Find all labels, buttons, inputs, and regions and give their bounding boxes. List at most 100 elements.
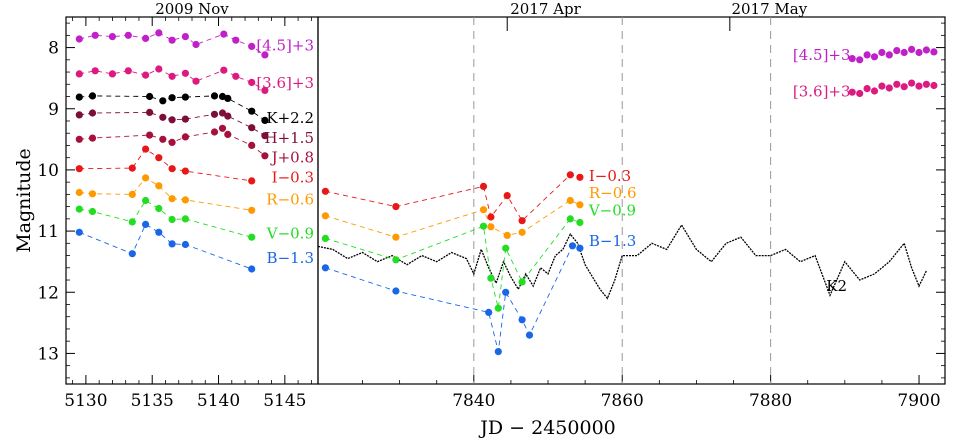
right-series-5-point: [885, 84, 893, 92]
right-series-1-point: [566, 196, 574, 205]
left-series-1-point: [142, 71, 150, 79]
left-series-4-point: [224, 130, 232, 138]
right-series-1-line: [325, 199, 581, 238]
right-series-label: V−0.9: [588, 201, 636, 219]
left-series-7-point: [128, 218, 136, 226]
left-series-6-point: [75, 188, 83, 197]
left-series-2-point: [146, 92, 154, 101]
left-series-3-point: [75, 111, 83, 119]
right-series-4-point: [930, 48, 938, 56]
left-series-0-point: [220, 30, 228, 38]
left-series-0-point: [168, 36, 176, 44]
left-series-2-point: [88, 92, 97, 100]
right-series-4-point: [922, 46, 931, 54]
left-series-label: I−0.3: [272, 168, 314, 186]
left-series-2-point: [159, 97, 167, 105]
left-series-5-point: [142, 145, 150, 153]
x-tick-label-left: 5145: [263, 391, 306, 411]
left-series-4-point: [159, 135, 167, 143]
right-series-5-point: [870, 87, 879, 95]
left-series-label: [4.5]+3: [256, 37, 314, 55]
left-series-5-point: [181, 167, 189, 175]
right-series-4-point: [856, 56, 864, 64]
right-series-0-point: [503, 192, 511, 200]
left-series-0-point: [75, 35, 83, 43]
right-series-5-point: [863, 85, 871, 93]
left-series-2-point: [261, 116, 269, 124]
left-series-3-point: [248, 124, 256, 132]
left-series-0-point: [232, 36, 240, 44]
left-series-5-point: [75, 165, 83, 173]
right-series-1-point: [321, 212, 329, 220]
right-series-label: I−0.3: [589, 167, 631, 185]
left-series-6-point: [248, 206, 256, 214]
left-series-8-point: [155, 228, 163, 236]
left-series-3-point: [210, 110, 219, 118]
right-series-2-point: [576, 218, 584, 227]
left-series-0-point: [155, 29, 163, 37]
right-series-5-point: [908, 79, 916, 87]
right-series-3-point: [494, 348, 502, 356]
left-series-1-point: [108, 70, 116, 78]
left-series-1-point: [91, 67, 99, 75]
right-series-2-point: [321, 234, 329, 242]
left-series-2-point: [224, 94, 232, 102]
right-series-4-point: [908, 45, 916, 54]
left-series-label: H+1.5: [264, 129, 314, 147]
left-series-4-point: [181, 133, 189, 141]
left-series-4-point: [146, 131, 154, 139]
left-series-1-point: [75, 70, 83, 78]
right-series-4-point: [848, 55, 856, 63]
right-series-3-point: [502, 288, 510, 296]
y-tick-label: 11: [37, 222, 59, 242]
left-series-3-point: [224, 112, 232, 120]
left-series-label: B−1.3: [267, 249, 314, 267]
left-panel-title: 2009 Nov: [155, 0, 229, 18]
right-series-label: B−1.3: [589, 232, 636, 250]
right-series-3-point: [392, 287, 400, 295]
right-series-2-point: [494, 304, 502, 312]
left-series-3-line: [79, 111, 266, 137]
left-series-8-point: [75, 228, 83, 236]
left-series-1-point: [261, 86, 269, 94]
right-series-2-line: [325, 218, 581, 309]
x-tick-label-left: 5135: [131, 391, 174, 411]
right-series-4-point: [870, 53, 879, 61]
left-series-8-point: [248, 265, 256, 273]
left-series-7-point: [142, 196, 150, 205]
left-series-7-point: [248, 233, 256, 241]
right-series-3-point: [576, 244, 584, 252]
left-series-1-point: [220, 66, 228, 74]
left-series-1-point: [155, 65, 163, 73]
left-series-6-point: [128, 190, 136, 198]
left-series-7-point: [88, 207, 97, 216]
x-tick-label-right: 7900: [897, 391, 940, 411]
k2-label: K2: [826, 277, 847, 295]
left-series-4-point: [210, 128, 219, 136]
right-series-2-point: [518, 278, 526, 286]
left-series-0-point: [261, 51, 269, 59]
left-series-label: [3.6]+3: [256, 74, 314, 92]
left-series-5-point: [248, 177, 256, 185]
left-series-4-point: [218, 124, 227, 132]
left-series-0-point: [108, 33, 116, 41]
x-tick-label-left: 5130: [64, 391, 107, 411]
x-tick-label-right: 7840: [452, 391, 495, 411]
right-series-2-point: [487, 274, 495, 282]
right-series-4-point: [915, 48, 923, 57]
right-series-4-point: [885, 51, 893, 59]
left-series-2-point: [210, 92, 219, 100]
left-series-label: V−0.9: [266, 225, 314, 243]
y-tick-label: 9: [48, 100, 59, 120]
y-axis-label: Magnitude: [13, 148, 35, 253]
right-series-5-point: [893, 80, 901, 88]
left-series-8-point: [168, 240, 176, 248]
left-series-3-point: [261, 132, 269, 140]
left-series-1-point: [248, 78, 256, 86]
left-series-3-point: [218, 109, 227, 117]
right-series-4-point: [863, 51, 871, 59]
left-series-3-point: [146, 108, 154, 116]
left-series-8-point: [181, 240, 189, 249]
right-series-5-point: [848, 88, 856, 96]
